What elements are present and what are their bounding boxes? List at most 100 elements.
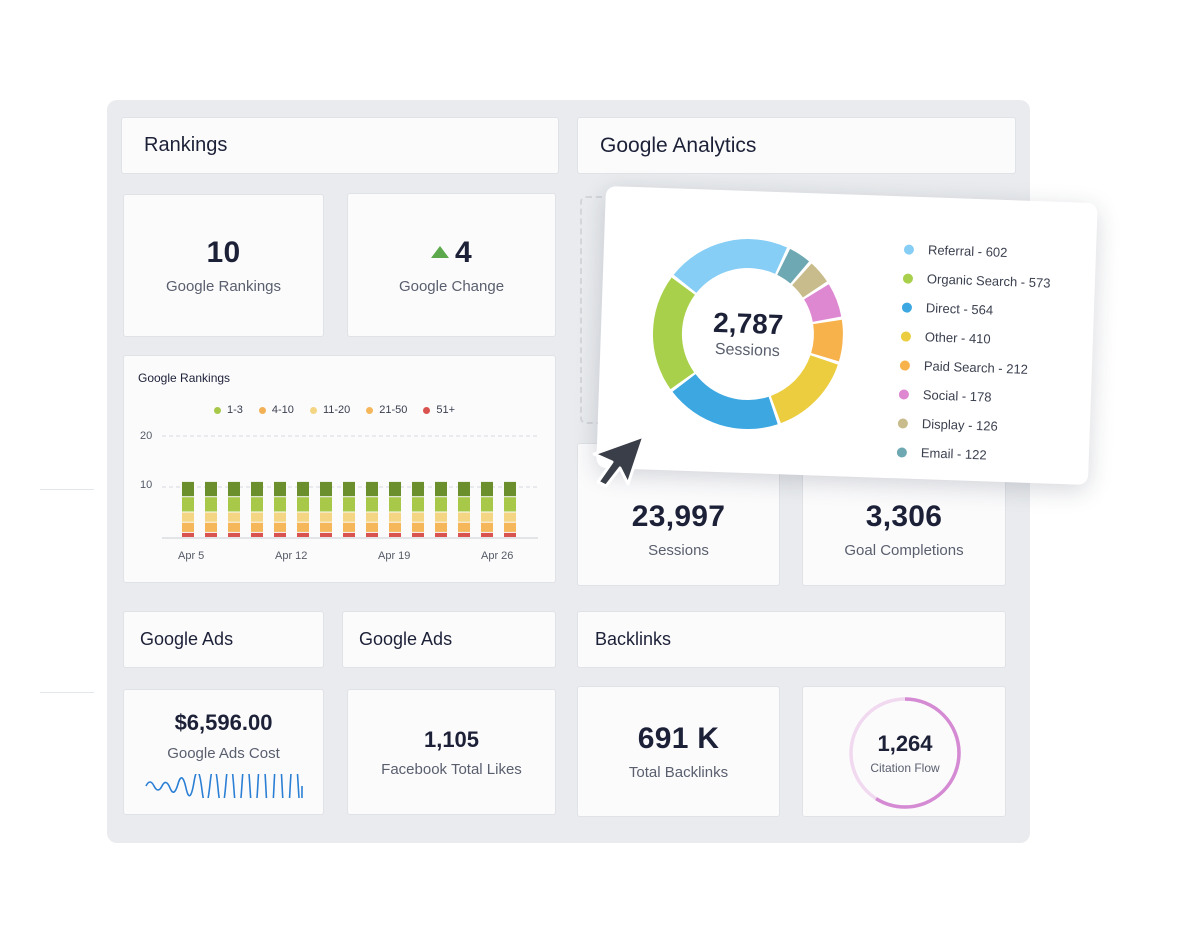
bar-segment xyxy=(458,497,470,512)
bar-segment xyxy=(504,522,516,532)
bar-segment xyxy=(182,497,194,512)
citation-flow-card[interactable]: 1,264 Citation Flow xyxy=(802,686,1006,817)
bar-segment xyxy=(251,481,263,497)
bar-segment xyxy=(251,532,263,537)
citation-center: 1,264 Citation Flow xyxy=(847,695,963,811)
google-rankings-card[interactable]: 10 Google Rankings xyxy=(123,194,324,337)
bar-segment xyxy=(481,522,493,532)
bar-segment xyxy=(228,497,240,512)
bar-segment xyxy=(274,532,286,537)
rankings-bar-chart: 20 10 Apr 5 Apr 12 Apr 19 Apr 26 xyxy=(140,430,538,562)
bar-segment xyxy=(274,512,286,522)
sessions-value: 23,997 xyxy=(631,500,726,533)
x-tick-label: Apr 5 xyxy=(178,550,204,562)
legend-dot xyxy=(901,301,913,313)
legend-dot xyxy=(423,406,431,414)
sessions-label: Sessions xyxy=(648,542,709,559)
bar-segment xyxy=(435,497,447,512)
bar-segment xyxy=(205,481,217,497)
google-analytics-title: Google Analytics xyxy=(600,133,757,157)
bar-segment xyxy=(458,532,470,537)
bar-segment xyxy=(343,532,355,537)
bar-segment xyxy=(228,522,240,532)
total-backlinks-card[interactable]: 691 K Total Backlinks xyxy=(577,686,780,817)
google-ads-cost-card[interactable]: $6,596.00 Google Ads Cost xyxy=(123,689,324,815)
legend-item: 1-3 xyxy=(214,404,243,416)
google-ads-header-2: Google Ads xyxy=(342,611,556,668)
donut-segment xyxy=(792,263,828,298)
bar-segment xyxy=(205,532,217,537)
legend-dot xyxy=(903,243,915,255)
legend-dot xyxy=(309,406,317,414)
bar-segment xyxy=(205,497,217,512)
google-ads-header-1: Google Ads xyxy=(123,611,324,668)
legend-dot xyxy=(902,272,914,284)
donut-segment xyxy=(811,319,843,362)
bar-segment xyxy=(481,497,493,512)
google-change-value: 4 xyxy=(455,235,472,269)
bar-segment xyxy=(435,512,447,522)
bar-segment xyxy=(435,481,447,497)
total-backlinks-label: Total Backlinks xyxy=(628,764,729,781)
decorative-line-top xyxy=(40,489,94,490)
rankings-header: Rankings xyxy=(121,117,559,174)
sessions-donut-chart xyxy=(652,239,843,430)
bar-segment xyxy=(412,532,424,537)
chart-title: Google Rankings xyxy=(138,371,231,385)
bar-segment xyxy=(366,497,378,512)
bar-segment xyxy=(435,522,447,532)
bar-segment xyxy=(504,512,516,522)
legend-item: 51+ xyxy=(423,404,455,416)
facebook-likes-value: 1,105 xyxy=(423,726,480,752)
donut-legend-label: Organic Search - 573 xyxy=(926,271,1051,291)
google-ads-title-1: Google Ads xyxy=(140,629,234,649)
legend-dot xyxy=(366,406,374,414)
citation-flow-label: Citation Flow xyxy=(870,761,940,775)
google-change-card[interactable]: 4 Google Change xyxy=(347,193,556,337)
donut-segment xyxy=(804,284,842,322)
bar-segment xyxy=(481,532,493,537)
x-tick-label: Apr 12 xyxy=(275,550,307,562)
legend-dot xyxy=(258,406,266,414)
bar-segment xyxy=(458,522,470,532)
x-tick-label: Apr 19 xyxy=(378,550,410,562)
bar-segment xyxy=(297,522,309,532)
bar-segment xyxy=(320,532,332,537)
donut-center: 2,787 Sessions xyxy=(650,236,847,433)
legend-dot xyxy=(900,330,912,342)
bar-segment xyxy=(389,512,401,522)
bar-segment xyxy=(182,522,194,532)
donut-center-label: Sessions xyxy=(714,340,781,361)
bar-segment xyxy=(228,532,240,537)
bar-segment xyxy=(389,481,401,497)
donut-wrap: 2,787 Sessions xyxy=(650,236,847,433)
donut-legend: Referral - 602 Organic Search - 573 Dire… xyxy=(896,234,1052,471)
donut-segment xyxy=(672,374,778,430)
bar-segment xyxy=(481,481,493,497)
rankings-title: Rankings xyxy=(144,134,228,156)
facebook-likes-card[interactable]: 1,105 Facebook Total Likes xyxy=(347,689,556,815)
x-tick-label: Apr 26 xyxy=(481,550,513,562)
google-analytics-header: Google Analytics xyxy=(577,117,1016,174)
sessions-donut-popup[interactable]: 2,787 Sessions Referral - 602 Organic Se… xyxy=(596,186,1098,485)
donut-segment xyxy=(777,248,810,284)
legend-dot xyxy=(897,417,909,429)
bar-segment xyxy=(274,481,286,497)
bar-segment xyxy=(366,532,378,537)
legend-label: 21-50 xyxy=(379,404,408,416)
bar-segment xyxy=(412,497,424,512)
bar-segment xyxy=(274,522,286,532)
donut-legend-label: Email - 122 xyxy=(920,445,987,463)
donut-legend-label: Social - 178 xyxy=(922,387,992,405)
bar-segment xyxy=(251,512,263,522)
google-rankings-label: Google Rankings xyxy=(165,278,282,295)
google-rankings-chart-card[interactable]: Google Rankings 1-3 4-10 11-20 21-50 51+… xyxy=(123,355,556,583)
donut-legend-item: Email - 122 xyxy=(896,437,1045,471)
google-change-label: Google Change xyxy=(398,277,505,295)
legend-item: 11-20 xyxy=(309,404,350,416)
legend-dot xyxy=(898,388,910,400)
backlinks-title: Backlinks xyxy=(595,629,672,649)
mouse-cursor-icon xyxy=(592,434,646,488)
donut-legend-label: Direct - 564 xyxy=(925,300,994,318)
donut-segment xyxy=(673,239,788,293)
